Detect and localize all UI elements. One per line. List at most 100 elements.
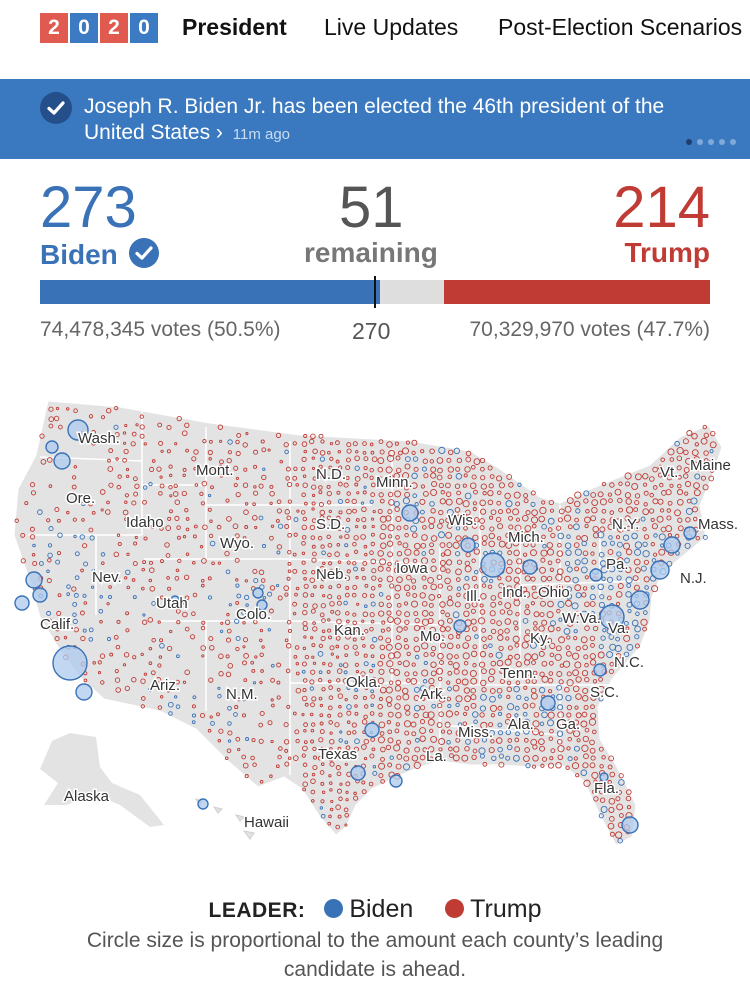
state-label: Neb.: [316, 566, 348, 583]
county-marker: [471, 558, 476, 563]
county-marker: [558, 617, 563, 622]
county-marker: [345, 745, 351, 751]
county-marker: [421, 466, 427, 472]
tab-live-updates[interactable]: Live Updates: [324, 14, 459, 40]
county-marker: [54, 636, 60, 642]
county-marker: [346, 685, 351, 690]
banner-message[interactable]: Joseph R. Biden Jr. has been elected the…: [84, 94, 704, 148]
county-marker: [446, 542, 453, 549]
county-marker: [541, 534, 546, 540]
county-marker: [709, 467, 715, 473]
county-marker: [436, 474, 443, 481]
county-marker: [464, 509, 471, 516]
carousel-dot[interactable]: [686, 139, 692, 145]
county-marker: [379, 515, 387, 523]
county-marker: [414, 617, 420, 624]
county-marker: [479, 705, 487, 712]
county-marker: [547, 762, 555, 769]
election-2020-logo[interactable]: 2 0 2 0: [40, 13, 158, 43]
county-marker: [437, 594, 442, 599]
county-marker: [208, 493, 212, 498]
county-marker: [507, 645, 513, 651]
county-marker: [328, 814, 332, 819]
county-marker: [364, 552, 368, 557]
county-marker: [598, 677, 603, 682]
county-marker: [311, 493, 316, 498]
carousel-dots[interactable]: [686, 139, 736, 145]
county-marker: [438, 446, 446, 455]
remaining-electoral-votes: 51: [339, 175, 404, 240]
county-marker: [565, 765, 570, 770]
county-marker: [335, 610, 341, 616]
county-marker: [667, 500, 673, 506]
county-marker: [72, 618, 78, 624]
county-marker: [626, 805, 632, 810]
county-marker: [245, 737, 250, 741]
county-marker: [394, 703, 401, 710]
county-marker: [524, 609, 531, 616]
county-marker: [546, 542, 554, 549]
tab-post-election-scenarios[interactable]: Post-Election Scenarios: [498, 14, 743, 40]
county-marker: [387, 762, 393, 768]
county-marker: [567, 524, 573, 530]
county-marker: [481, 540, 487, 546]
county-marker: [55, 559, 61, 565]
county-marker: [346, 448, 352, 454]
county-marker: [74, 551, 80, 557]
tab-president[interactable]: President: [182, 14, 287, 40]
county-marker: [512, 635, 520, 643]
county-marker: [410, 525, 418, 533]
county-marker: [608, 584, 614, 591]
county-marker: [489, 610, 496, 617]
county-marker: [557, 704, 564, 711]
result-banner[interactable]: [0, 79, 750, 159]
carousel-dot[interactable]: [708, 139, 714, 145]
map-legend: LEADER: Biden Trump: [0, 895, 750, 924]
carousel-dot[interactable]: [719, 139, 725, 145]
county-marker: [403, 747, 410, 754]
carousel-dot[interactable]: [697, 139, 703, 145]
county-marker: [430, 472, 437, 479]
county-marker: [597, 583, 605, 591]
county-marker: [337, 712, 343, 718]
county-marker: [582, 644, 588, 651]
county-marker: [261, 544, 267, 549]
county-marker: [320, 781, 325, 786]
county-marker: [295, 687, 302, 694]
county-marker: [286, 481, 293, 488]
county-marker: [590, 643, 595, 648]
county-marker: [420, 705, 426, 711]
county-marker: [602, 628, 607, 633]
county-marker: [589, 659, 597, 666]
county-marker: [447, 729, 452, 735]
county-marker: [498, 601, 503, 606]
county-marker: [609, 510, 615, 515]
county-marker: [469, 482, 477, 489]
county-marker: [507, 654, 513, 660]
metro-marker: [45, 440, 59, 454]
county-marker: [166, 603, 171, 608]
county-marker: [88, 501, 94, 507]
county-marker: [440, 552, 446, 557]
county-results-map[interactable]: Wash. Mont. N.D. Minn. Maine Vt. Ore. Idaho S.D.…: [0, 385, 750, 865]
county-marker: [55, 406, 60, 411]
county-marker: [581, 557, 589, 565]
county-marker: [397, 660, 402, 666]
county-marker: [635, 611, 640, 617]
county-marker: [352, 561, 357, 566]
county-marker: [454, 483, 461, 489]
county-marker: [329, 441, 334, 446]
county-marker: [421, 551, 427, 556]
county-marker: [557, 745, 565, 753]
county-marker: [435, 667, 444, 675]
county-marker: [403, 644, 410, 650]
county-marker: [114, 432, 120, 438]
county-marker: [523, 685, 528, 690]
county-marker: [695, 536, 700, 541]
county-marker: [133, 517, 140, 523]
metro-marker: [252, 587, 264, 599]
county-marker: [233, 465, 239, 471]
carousel-dot[interactable]: [730, 139, 736, 145]
county-marker: [480, 693, 487, 701]
county-marker: [353, 694, 358, 700]
